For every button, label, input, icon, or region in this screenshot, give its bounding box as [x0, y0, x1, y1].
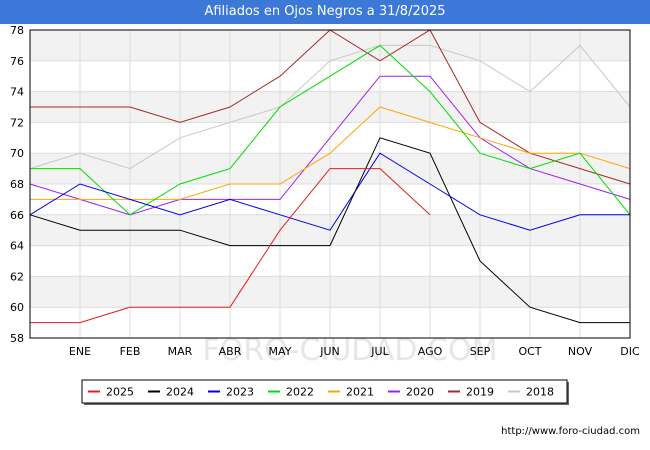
legend-label-2024: 2024	[166, 386, 194, 399]
plot-frame	[29, 29, 631, 339]
x-tick-label: DIC	[620, 345, 640, 358]
source-url: http://www.foro-ciudad.com	[501, 426, 640, 437]
x-axis: ENE FEB MAR ABR MAY JUN JUL AGO SEP OCT NOV DIC	[69, 345, 640, 358]
x-tick-label: JUL	[370, 345, 389, 358]
legend-label-2023: 2023	[226, 386, 254, 399]
y-tick-label: 72	[10, 116, 24, 129]
x-tick-label: OCT	[518, 345, 541, 358]
y-tick-label: 78	[10, 24, 24, 37]
y-tick-label: 60	[10, 301, 24, 314]
legend-label-2018: 2018	[526, 386, 554, 399]
y-tick-label: 62	[10, 270, 24, 283]
legend-label-2025: 2025	[106, 386, 134, 399]
legend-label-2020: 2020	[406, 386, 434, 399]
y-tick-label: 64	[10, 240, 24, 253]
legend-label-2021: 2021	[346, 386, 374, 399]
y-tick-label: 70	[10, 147, 24, 160]
legend: 2025 2024 2023 2022 2021 2020 2019 2018	[81, 379, 569, 405]
series-line-2018	[29, 44, 631, 170]
x-tick-label: MAY	[269, 345, 292, 358]
series-line-2024	[29, 137, 630, 324]
series-line-2025	[30, 168, 431, 324]
x-tick-label: MAR	[168, 345, 193, 358]
watermark: FORO-CIUDAD.COM	[203, 333, 498, 368]
series-lines	[29, 29, 631, 324]
series-line-2023	[29, 152, 630, 231]
x-tick-label: AGO	[418, 345, 443, 358]
y-tick-label: 68	[10, 178, 24, 191]
y-tick-label: 76	[10, 55, 24, 68]
x-tick-label: FEB	[120, 345, 141, 358]
x-tick-label: ENE	[69, 345, 91, 358]
x-tick-label: SEP	[470, 345, 491, 358]
y-axis: 58 60 62 64 66 68 70 72 74 76 78	[10, 24, 24, 345]
x-tick-label: JUN	[319, 345, 340, 358]
legend-box	[81, 379, 568, 404]
y-tick-label: 58	[10, 332, 24, 345]
chart-title: Afiliados en Ojos Negros a 31/8/2025	[0, 0, 650, 24]
x-tick-label: ABR	[219, 345, 242, 358]
legend-label-2022: 2022	[286, 386, 314, 399]
y-tick-label: 74	[10, 86, 24, 99]
legend-label-2019: 2019	[466, 386, 494, 399]
y-tick-label: 66	[10, 209, 24, 222]
x-tick-label: NOV	[568, 345, 593, 358]
series-line-2022	[30, 44, 631, 216]
